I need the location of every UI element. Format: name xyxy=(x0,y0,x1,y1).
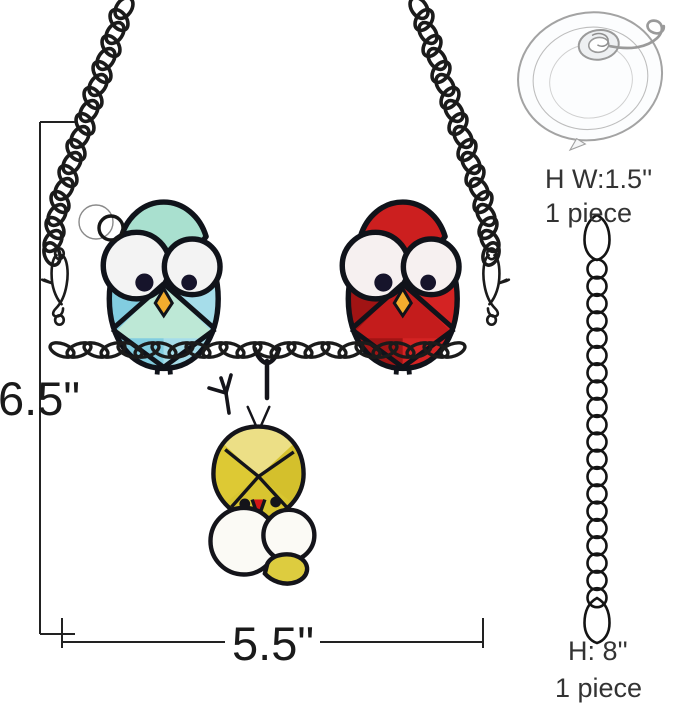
svg-text:H W:1.5'': H W:1.5'' xyxy=(545,164,652,194)
svg-text:5.5": 5.5" xyxy=(232,617,314,670)
svg-text:1 piece: 1 piece xyxy=(545,198,632,228)
svg-text:1 piece: 1 piece xyxy=(555,673,642,703)
svg-text:6.5": 6.5" xyxy=(0,372,80,425)
svg-text:H: 8'': H: 8'' xyxy=(568,636,628,666)
